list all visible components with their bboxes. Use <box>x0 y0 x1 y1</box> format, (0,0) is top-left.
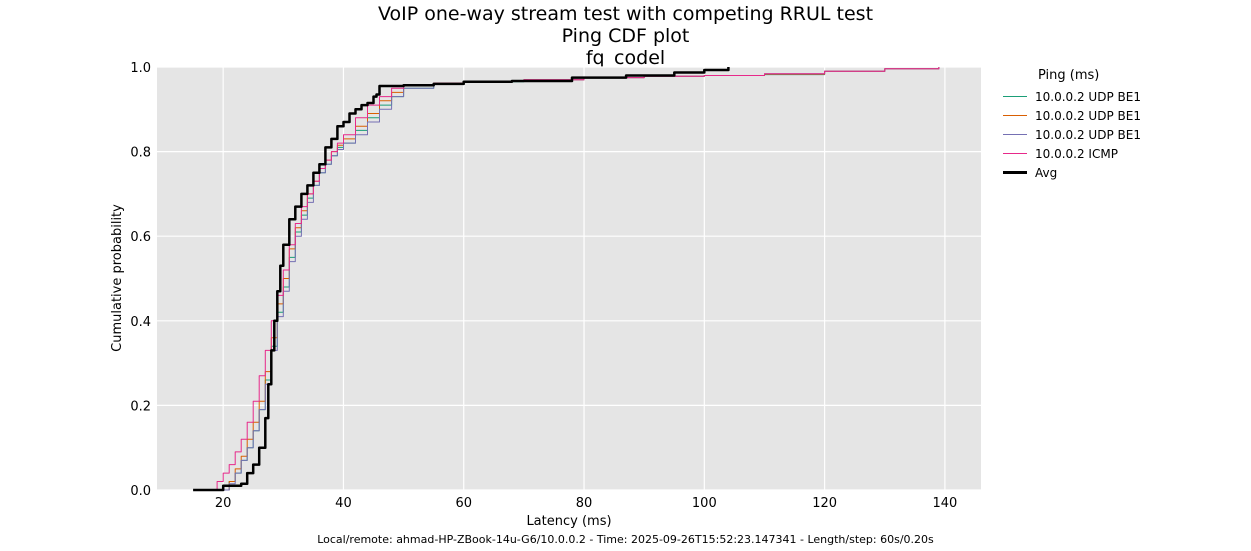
x-tick-label: 60 <box>455 496 472 511</box>
y-tick-label: 0.6 <box>130 230 151 245</box>
legend-item: Avg <box>1000 163 1141 182</box>
legend-item: 10.0.0.2 UDP BE1 <box>1000 125 1141 144</box>
x-axis-label: Latency (ms) <box>526 514 611 529</box>
chart-qdisc-label: fq_codel <box>585 47 666 69</box>
chart-title: VoIP one-way stream test with competing … <box>377 3 874 25</box>
y-tick-label: 0.2 <box>130 399 151 414</box>
x-tick-label: 40 <box>335 496 352 511</box>
y-tick-label: 0.8 <box>130 146 151 161</box>
y-tick-label: 0.4 <box>130 315 151 330</box>
legend-swatch <box>1003 171 1027 174</box>
series-lines <box>193 67 940 492</box>
plot-area <box>157 67 981 490</box>
legend-swatch <box>1003 134 1027 135</box>
legend-item: 10.0.0.2 UDP BE1 <box>1000 87 1141 106</box>
series-line-4 <box>193 67 730 492</box>
x-tick-label: 20 <box>215 496 232 511</box>
y-tick-label: 1.0 <box>130 61 151 76</box>
legend-title: Ping (ms) <box>1038 68 1100 83</box>
ticks: 20 40 60 80 100 120 140 0.0 0.2 0.4 0.6 0.8 1.0 <box>130 61 957 511</box>
y-axis-label: Cumulative probability <box>110 204 125 352</box>
legend-item: 10.0.0.2 UDP BE1 <box>1000 106 1141 125</box>
x-tick-label: 80 <box>576 496 593 511</box>
grid <box>157 66 981 491</box>
legend-label: 10.0.0.2 UDP BE1 <box>1035 127 1141 142</box>
legend-label: 10.0.0.2 UDP BE1 <box>1035 108 1141 123</box>
legend-label: 10.0.0.2 ICMP <box>1035 146 1118 161</box>
x-tick-label: 120 <box>812 496 837 511</box>
legend-label: Avg <box>1035 165 1058 180</box>
legend-swatch <box>1003 115 1027 116</box>
legend-swatch <box>1003 153 1027 154</box>
legend: Ping (ms) 10.0.0.2 UDP BE1 10.0.0.2 UDP B… <box>1000 68 1141 182</box>
legend-label: 10.0.0.2 UDP BE1 <box>1035 89 1141 104</box>
x-tick-label: 100 <box>692 496 717 511</box>
footer-metadata: Local/remote: ahmad-HP-ZBook-14u-G6/10.0… <box>317 533 934 546</box>
y-tick-label: 0.0 <box>130 484 151 499</box>
x-tick-label: 140 <box>932 496 957 511</box>
legend-item: 10.0.0.2 ICMP <box>1000 144 1141 163</box>
legend-swatch <box>1003 96 1027 97</box>
chart-subtitle: Ping CDF plot <box>561 25 690 47</box>
